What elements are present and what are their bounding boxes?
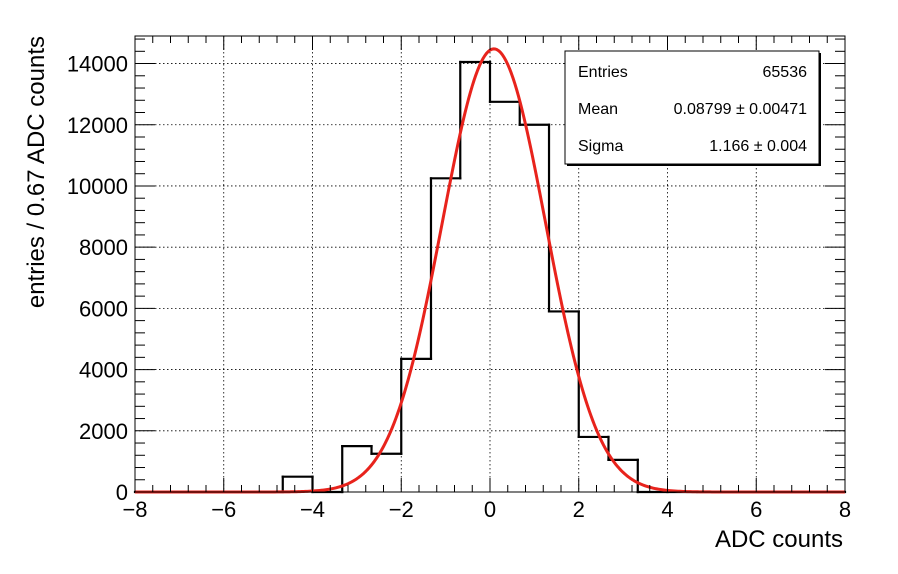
x-tick-label: 6 [750, 497, 762, 522]
x-tick-label: −2 [389, 497, 414, 522]
x-tick-label: −8 [122, 497, 147, 522]
y-tick-label: 2000 [79, 419, 128, 444]
y-tick-label: 8000 [79, 235, 128, 260]
stats-entries-value: 65536 [763, 64, 808, 81]
x-tick-label: −6 [211, 497, 236, 522]
y-tick-label: 6000 [79, 296, 128, 321]
y-tick-label: 14000 [67, 52, 128, 77]
stats-sigma-value: 1.166 ± 0.004 [709, 138, 807, 155]
x-tick-label: 0 [484, 497, 496, 522]
x-tick-label: 2 [573, 497, 585, 522]
y-axis: 0 2000 4000 6000 8000 10000 12000 14000 [67, 38, 845, 505]
y-tick-label: 12000 [67, 113, 128, 138]
stats-box: Entries 65536 Mean 0.08799 ± 0.00471 Sig… [564, 50, 821, 166]
y-tick-label: 4000 [79, 358, 128, 383]
y-tick-label: 0 [116, 480, 128, 505]
stats-box-frame [564, 50, 820, 165]
x-axis-title: ADC counts [715, 526, 843, 553]
x-tick-label: 8 [839, 497, 851, 522]
x-axis: −8 −6 −4 −2 0 2 4 6 8 [122, 36, 851, 522]
stats-entries-label: Entries [578, 64, 628, 81]
stats-mean-label: Mean [578, 101, 618, 118]
y-tick-label: 10000 [67, 174, 128, 199]
stats-sigma-label: Sigma [578, 138, 623, 155]
stats-mean-value: 0.08799 ± 0.00471 [674, 101, 807, 118]
x-tick-label: −4 [300, 497, 325, 522]
x-tick-label: 4 [661, 497, 673, 522]
y-axis-title: entries / 0.67 ADC counts [23, 36, 50, 308]
